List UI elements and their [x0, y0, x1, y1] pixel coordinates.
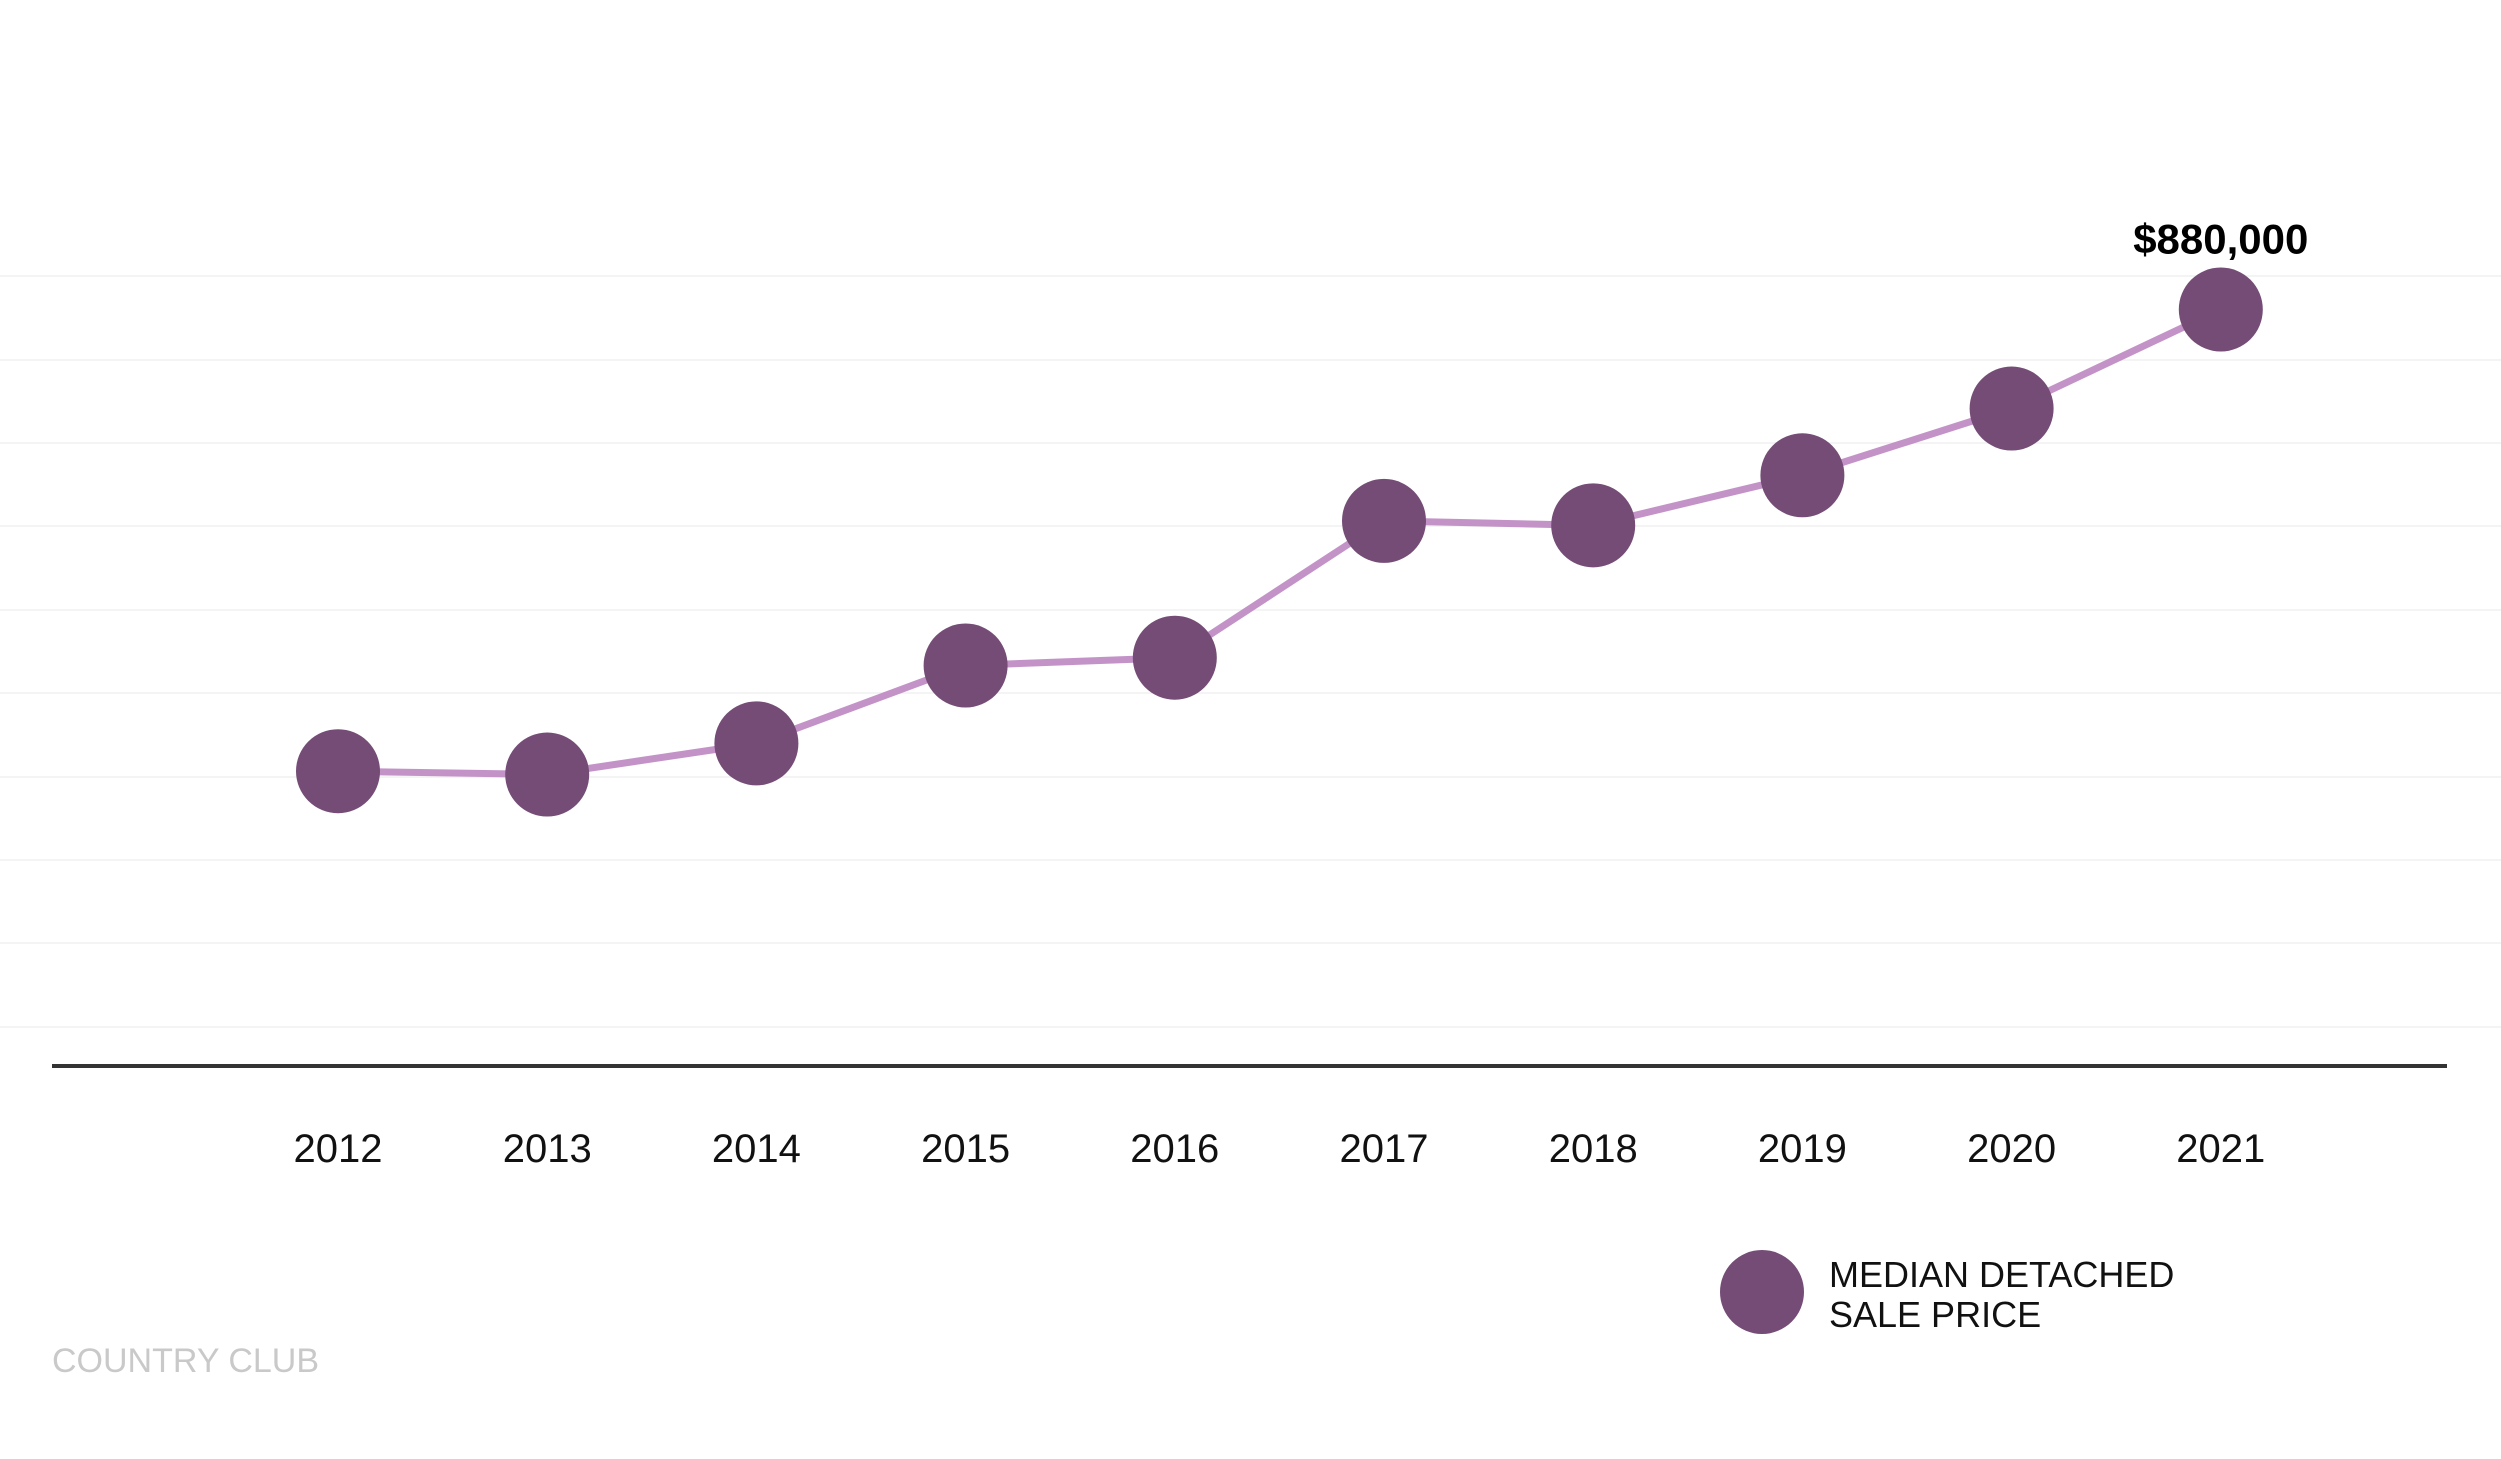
x-tick-label-2014: 2014 [712, 1127, 801, 1171]
footer-label: COUNTRY CLUB [52, 1342, 319, 1380]
legend-marker [1720, 1250, 1804, 1334]
data-point-2021 [2178, 267, 2263, 352]
gridlines [0, 275, 2501, 1028]
x-tick-label-2018: 2018 [1549, 1127, 1638, 1171]
data-point-2012 [296, 729, 380, 814]
data-label-2021: $880,000 [2133, 216, 2308, 263]
x-tick-labels: 2012 2013 2014 2015 2016 2017 2018 2019 2020 2021 [294, 1127, 2266, 1171]
annotations: $880,000 [2133, 216, 2308, 263]
x-tick-label-2016: 2016 [1130, 1127, 1219, 1171]
data-point-2016 [1132, 615, 1217, 700]
data-point-2014 [714, 701, 799, 786]
x-tick-label-2012: 2012 [294, 1127, 383, 1171]
x-tick-label-2020: 2020 [1967, 1127, 2056, 1171]
data-points [296, 267, 2263, 817]
legend-label-line-1: MEDIAN DETACHED [1829, 1254, 2174, 1295]
data-point-2020 [1969, 366, 2054, 451]
data-point-2018 [1551, 483, 1636, 568]
data-point-2015 [923, 623, 1008, 708]
x-tick-label-2013: 2013 [503, 1127, 592, 1171]
data-point-2013 [505, 732, 590, 817]
data-point-2019 [1760, 433, 1845, 518]
data-point-2017 [1342, 478, 1426, 563]
x-tick-label-2015: 2015 [921, 1127, 1010, 1171]
legend: MEDIAN DETACHED SALE PRICE [1720, 1250, 2174, 1335]
legend-label-line-2: SALE PRICE [1829, 1294, 2041, 1335]
series-line [334, 306, 2225, 779]
x-tick-label-2021: 2021 [2176, 1127, 2265, 1171]
x-tick-label-2017: 2017 [1340, 1127, 1429, 1171]
x-tick-label-2019: 2019 [1758, 1127, 1847, 1171]
